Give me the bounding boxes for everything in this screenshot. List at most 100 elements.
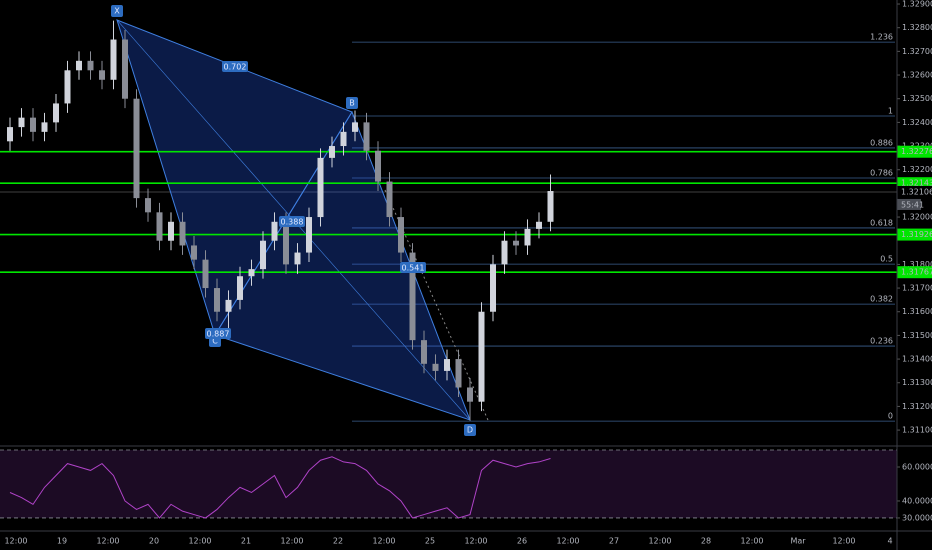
dotted-projection bbox=[384, 189, 489, 421]
candle-body bbox=[30, 117, 36, 132]
y-tick-label: 1.31100 bbox=[902, 426, 932, 435]
candle-body bbox=[260, 240, 266, 270]
y-tick-label: 1.31800 bbox=[902, 260, 932, 269]
y2-tick-label: 60.0000 bbox=[902, 463, 932, 472]
candle-body bbox=[87, 60, 94, 71]
candle-body bbox=[386, 181, 393, 218]
plot bbox=[0, 20, 897, 519]
candle-body bbox=[110, 39, 117, 80]
pattern-labels: X C B D 0.702 0.388 0.887 0.541 bbox=[111, 5, 476, 436]
x-tick-label: 19 bbox=[57, 537, 67, 546]
current-price-box bbox=[897, 185, 932, 198]
candle-body bbox=[306, 217, 312, 253]
key-level-label: 1.31926 bbox=[901, 230, 932, 239]
candle-body bbox=[524, 228, 531, 246]
x-tick-label: 27 bbox=[609, 537, 619, 546]
candle-body bbox=[156, 212, 163, 241]
x-tick-label: 12:00 bbox=[740, 537, 763, 546]
candle-body bbox=[409, 252, 416, 341]
candle-body bbox=[467, 387, 473, 402]
candle-body bbox=[7, 127, 13, 142]
y-tick-label: 1.31600 bbox=[902, 307, 932, 316]
y-tick-label: 1.32900 bbox=[902, 0, 932, 9]
candle-body bbox=[191, 245, 197, 260]
ratio-box bbox=[279, 216, 305, 227]
key-level-box bbox=[897, 266, 932, 279]
candle-body bbox=[145, 198, 151, 213]
candle-body bbox=[421, 340, 427, 364]
ratio-box bbox=[400, 262, 426, 273]
x-tick-label: 25 bbox=[425, 537, 435, 546]
candle-body bbox=[202, 259, 209, 289]
y-tick-label: 1.31200 bbox=[902, 402, 932, 411]
point-box bbox=[464, 424, 476, 436]
fib-label: 0.886 bbox=[870, 138, 893, 147]
candle-body bbox=[398, 217, 404, 253]
candle-body bbox=[501, 240, 508, 265]
x-tick-label: 21 bbox=[241, 537, 251, 546]
candle-body bbox=[271, 221, 278, 241]
candle-body bbox=[455, 359, 462, 388]
x-tick-label: 12:00 bbox=[648, 537, 671, 546]
ratio-label: 0.388 bbox=[281, 218, 304, 227]
y-tick-label: 1.32500 bbox=[902, 94, 932, 103]
y-tick-label: 1.31400 bbox=[902, 355, 932, 364]
key-level-box bbox=[897, 228, 932, 241]
candle-body bbox=[294, 252, 301, 265]
candle-body bbox=[317, 157, 324, 218]
x-tick-label: 22 bbox=[333, 537, 343, 546]
ratio-label: 0.887 bbox=[207, 330, 230, 339]
point-label: X bbox=[114, 7, 120, 16]
y-tick-label: 1.32400 bbox=[902, 118, 932, 127]
candle-body bbox=[547, 191, 554, 222]
y-tick-label: 1.32200 bbox=[902, 165, 932, 174]
x-tick-label: 20 bbox=[149, 537, 159, 546]
candle-body bbox=[64, 70, 71, 104]
candle-body bbox=[18, 117, 25, 128]
current-price-label: 1.32106 bbox=[901, 187, 932, 196]
candle-body bbox=[76, 60, 82, 71]
y-tick-label: 1.32800 bbox=[902, 23, 932, 32]
key-level-label: 1.32143 bbox=[901, 179, 932, 188]
candle-body bbox=[99, 70, 105, 80]
candle-body bbox=[214, 288, 220, 312]
fib-label: 0.5 bbox=[880, 255, 893, 264]
y-tick-label: 1.32600 bbox=[902, 71, 932, 80]
y-tick-label: 1.31500 bbox=[902, 331, 932, 340]
candle-body bbox=[329, 146, 335, 158]
x-tick-label: 12:00 bbox=[280, 537, 303, 546]
x-tick-label: 26 bbox=[517, 537, 527, 546]
candle-body bbox=[41, 122, 48, 132]
candle-body bbox=[363, 122, 370, 151]
fib-label: 0.786 bbox=[870, 169, 893, 178]
key-level-label: 1.32276 bbox=[901, 147, 932, 156]
candle-body bbox=[490, 264, 496, 312]
candle-body bbox=[444, 359, 450, 371]
x-tick-label: 12:00 bbox=[372, 537, 395, 546]
candle-body bbox=[283, 221, 289, 265]
x-tick-label: 12:00 bbox=[4, 537, 27, 546]
candle-body bbox=[432, 363, 439, 371]
ratio-box bbox=[205, 328, 231, 339]
y-tick-label: 1.32000 bbox=[902, 213, 932, 222]
ratio-label: 0.702 bbox=[224, 63, 247, 72]
fib-label: 1.236 bbox=[870, 33, 893, 42]
candle-body bbox=[53, 103, 59, 123]
x-tick-label: 12:00 bbox=[832, 537, 855, 546]
candle-body bbox=[536, 221, 542, 229]
candle-body bbox=[168, 221, 174, 241]
point-label: D bbox=[467, 426, 473, 435]
candle-body bbox=[340, 131, 347, 147]
x-tick-label: 4 bbox=[887, 537, 892, 546]
point-label: B bbox=[349, 99, 355, 108]
fib-label: 0.618 bbox=[870, 218, 893, 227]
key-level-label: 1.31767 bbox=[901, 268, 932, 277]
candle-body bbox=[352, 122, 358, 132]
ratio-label: 0.541 bbox=[402, 264, 425, 273]
fib-label: 0.236 bbox=[870, 337, 893, 346]
x-tick-label: 28 bbox=[701, 537, 711, 546]
candle-body bbox=[375, 150, 381, 182]
x-tick-label: 12:00 bbox=[464, 537, 487, 546]
candle-body bbox=[478, 311, 485, 402]
x-tick-label: Mar bbox=[790, 537, 806, 546]
